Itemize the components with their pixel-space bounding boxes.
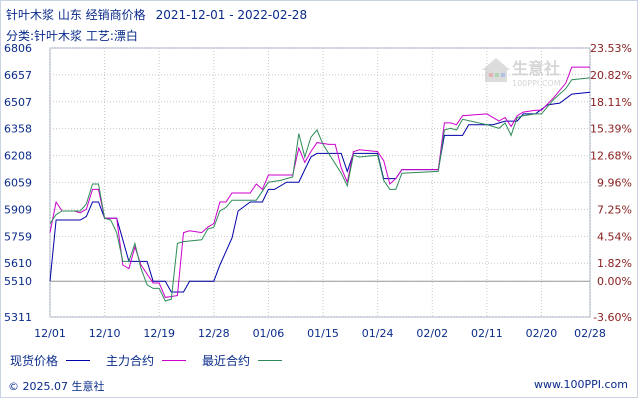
legend-label-main: 主力合约: [106, 354, 155, 368]
x-tick-label: 02/02: [416, 327, 448, 340]
y-tick-label: 6507: [4, 96, 32, 109]
y-tick-label: 5311: [4, 311, 32, 324]
x-tick-label: 02/28: [574, 327, 606, 340]
y-right-tick-label: 0.00%: [597, 275, 632, 288]
legend-swatch-spot: [66, 360, 91, 361]
series-line-2: [49, 77, 591, 302]
y-right-tick-label: 20.82%: [590, 69, 632, 82]
y-tick-label: 6208: [4, 150, 32, 163]
footer-site: www.100PPI.com: [534, 378, 628, 391]
x-tick-label: 12/19: [143, 327, 175, 340]
legend-label-near: 最近合约: [202, 354, 251, 368]
date-range: 2021-12-01 - 2022-02-28: [155, 8, 308, 22]
series-group: [49, 66, 591, 302]
watermark-brand: 生意社: [512, 59, 560, 78]
y-tick-label: 6358: [4, 123, 32, 136]
y-tick-label: 5510: [4, 275, 32, 288]
chart-subtitle: 分类:针叶木浆 工艺:漂白: [6, 29, 138, 43]
legend-item-spot: 现货价格: [10, 352, 91, 369]
y-right-tick-label: 12.68%: [590, 150, 632, 163]
x-tick-label: 02/11: [471, 327, 503, 340]
y-right-tick-label: 9.96%: [597, 176, 632, 189]
legend-item-main: 主力合约: [106, 352, 187, 369]
legend-label-spot: 现货价格: [10, 354, 59, 368]
legend-swatch-near: [258, 360, 283, 361]
y-tick-label: 5759: [4, 230, 32, 243]
footer-copyright: © 2025.07 生意社: [8, 380, 105, 393]
y-right-tick-label: 7.25%: [597, 203, 632, 216]
y-right-tick-label: 18.11%: [590, 96, 632, 109]
x-tick-label: 01/24: [362, 327, 394, 340]
legend-swatch-main: [162, 360, 187, 361]
house-logo-icon: [482, 58, 510, 82]
x-tick-label: 12/28: [198, 327, 230, 340]
y-tick-label: 6657: [4, 69, 32, 82]
chart-title: 针叶木浆 山东 经销商价格 2021-12-01 - 2022-02-28: [6, 6, 307, 23]
y-tick-label: 6806: [4, 42, 32, 55]
watermark-url: 100PPI.COM: [512, 79, 561, 88]
x-axis: 12/01 12/10 12/19 12/28 01/06 01/15 01/24 02/02…: [34, 327, 606, 340]
title-text: 针叶木浆 山东 经销商价格: [6, 8, 146, 22]
x-tick-label: 12/10: [89, 327, 121, 340]
y-right-tick-label: 15.39%: [590, 123, 632, 136]
y-axis-left: 6806 6657 6507 6358 6208 6059 5909 5759 5610 5510…: [4, 42, 32, 324]
x-tick-label: 12/01: [34, 327, 66, 340]
x-tick-label: 02/20: [526, 327, 558, 340]
y-right-tick-label: 4.54%: [597, 230, 632, 243]
y-axis-right: 23.53% 20.82% 18.11% 15.39% 12.68% 9.96% 7.25%…: [590, 42, 632, 324]
watermark-logo: 生意社 100PPI.COM: [482, 58, 561, 88]
x-tick-label: 01/06: [253, 327, 285, 340]
y-tick-label: 5610: [4, 257, 32, 270]
legend: 现货价格 主力合约 最近合约: [10, 352, 298, 369]
y-right-tick-label: -3.60%: [593, 311, 632, 324]
y-tick-label: 5909: [4, 203, 32, 216]
y-right-tick-label: 1.82%: [597, 257, 632, 270]
grid: [49, 47, 591, 318]
legend-item-near: 最近合约: [202, 352, 283, 369]
x-tick-label: 01/15: [307, 327, 339, 340]
y-right-tick-label: 23.53%: [590, 42, 632, 55]
y-tick-label: 6059: [4, 176, 32, 189]
